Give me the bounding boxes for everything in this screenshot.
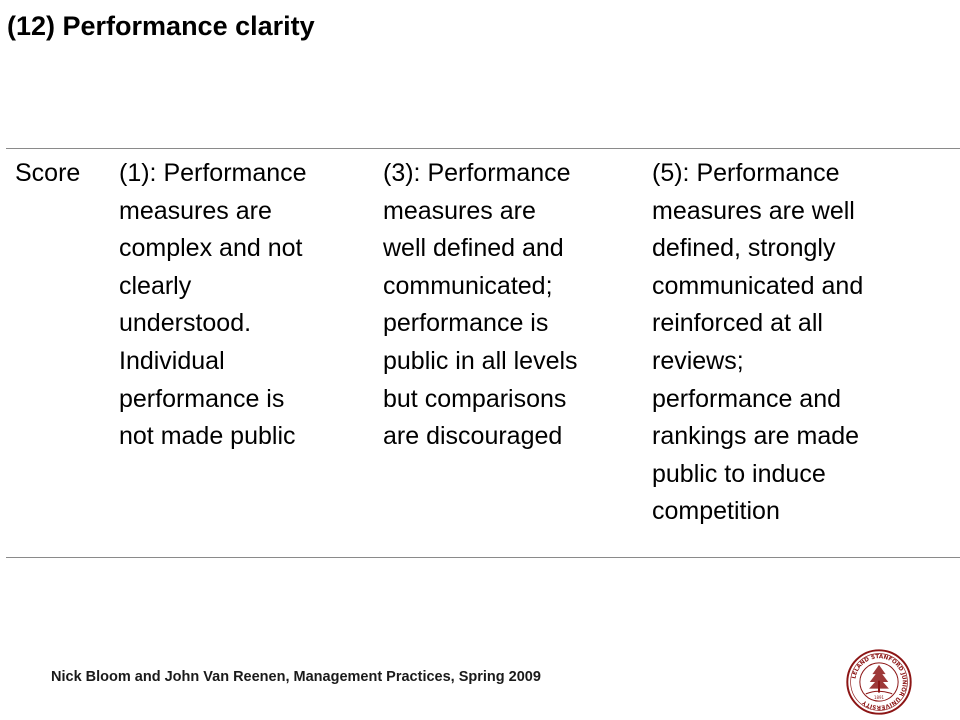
table-bottom-rule	[6, 557, 960, 558]
table-top-rule	[6, 148, 960, 149]
stanford-seal-icon: LELAND STANFORD JUNIOR UNIVERSITY 1891	[846, 649, 912, 715]
level-5-description: (5): Performance measures are well defin…	[652, 159, 864, 526]
score-header: Score	[15, 159, 81, 187]
footer-credit: Nick Bloom and John Van Reenen, Manageme…	[51, 669, 541, 685]
level-1-description: (1): Performance measures are complex an…	[119, 159, 307, 451]
slide-title: (12) Performance clarity	[7, 11, 315, 41]
level-3-description: (3): Performance measures are well defin…	[383, 159, 578, 451]
svg-text:1891: 1891	[874, 695, 885, 700]
